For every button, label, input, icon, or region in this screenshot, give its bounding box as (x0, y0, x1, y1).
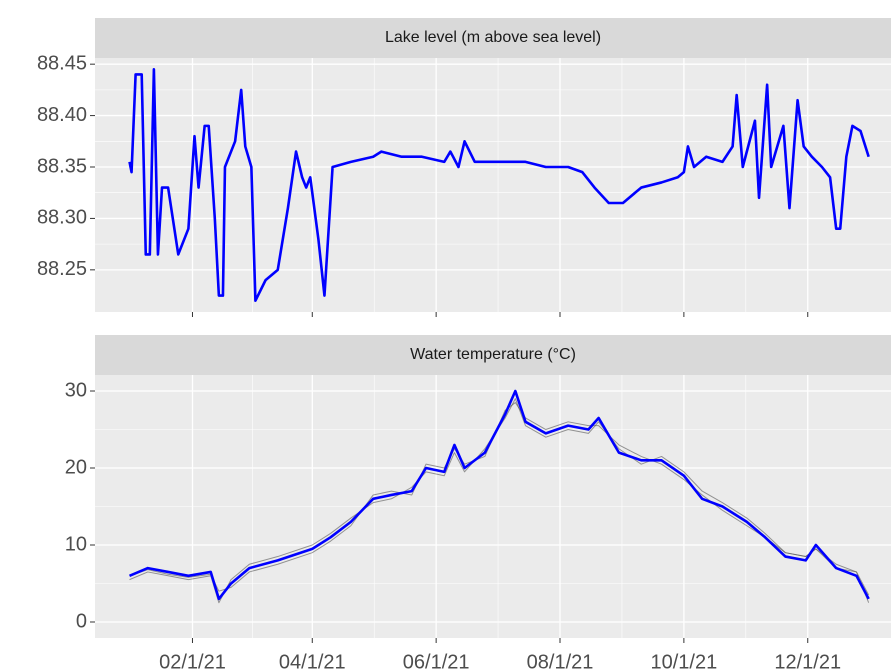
x-tick-label: 10/1/21 (651, 651, 718, 671)
y-tick-label: 0 (76, 610, 87, 632)
x-tick-label: 06/1/21 (403, 651, 470, 671)
strip-title: Water temperature (°C) (410, 346, 576, 363)
x-tick-label: 08/1/21 (527, 651, 594, 671)
y-tick-label: 88.30 (37, 207, 87, 229)
x-tick-label: 04/1/21 (279, 651, 346, 671)
data-line (129, 402, 870, 596)
y-tick-label: 88.45 (37, 52, 87, 74)
x-tick-label: 02/1/21 (159, 651, 226, 671)
y-tick-label: 10 (65, 533, 87, 555)
data-line (128, 68, 870, 302)
y-tick-label: 88.35 (37, 155, 87, 177)
x-tick-label: 12/1/21 (774, 651, 841, 671)
data-line (129, 398, 870, 604)
y-tick-label: 20 (65, 456, 87, 478)
strip-title: Lake level (m above sea level) (385, 29, 601, 46)
y-tick-label: 88.25 (37, 258, 87, 280)
data-line (129, 389, 870, 601)
y-tick-label: 30 (65, 379, 87, 401)
y-tick-label: 88.40 (37, 104, 87, 126)
strip-background (95, 18, 891, 58)
strip-background (95, 335, 891, 375)
panel-background (95, 58, 891, 312)
